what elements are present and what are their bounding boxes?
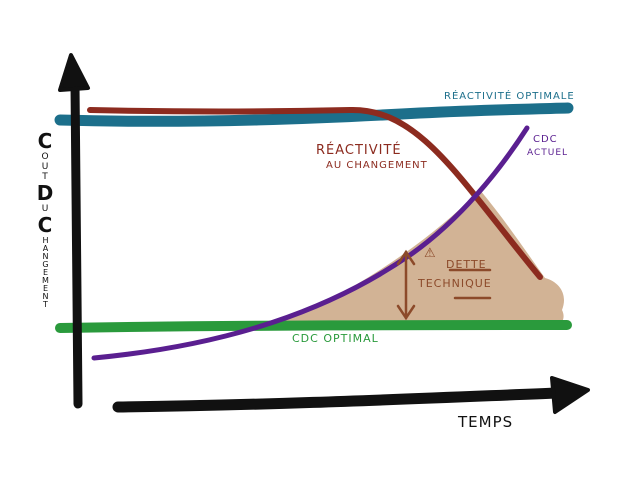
y-label-hangement: HANGEMENT [41,236,50,308]
y-axis-arrowhead [58,53,90,92]
y-label-out: OUT [40,152,50,182]
reactivity-label-line1: Réactivité [316,143,402,158]
y-axis-label: C OUT D U C HANGEMENT [28,130,62,308]
x-axis [112,376,590,414]
y-label-c: C [37,129,53,153]
debt-label-line1: Dette [446,258,487,271]
debt-double-arrow [396,249,492,321]
x-axis-arrowhead [550,376,590,414]
debt-warning-icon: ⚠ [424,246,437,261]
debt-label-line2: technique [418,277,492,290]
y-axis [58,53,90,409]
optimal-reactivity-label: Réactivité optimale [444,91,575,102]
optimal-cost-line [55,320,572,333]
y-label-u: U [40,204,50,214]
current-cost-line [91,125,530,361]
y-label-d: D [36,181,54,205]
current-cost-label-line2: actuel [527,148,569,158]
current-cost-label-line1: CDC [533,134,558,145]
optimal-reactivity-line [54,102,574,127]
optimal-cost-label: CDC optimal [292,332,379,345]
x-axis-label: Temps [458,413,514,431]
reactivity-label-line2: au changement [326,160,428,171]
y-label-c2: C [37,213,53,237]
